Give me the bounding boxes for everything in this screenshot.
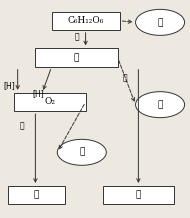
Text: C₆H₁₂O₆: C₆H₁₂O₆ (67, 16, 104, 25)
Text: [H]: [H] (3, 81, 15, 90)
Bar (52, 12, 120, 30)
Text: 酶: 酶 (20, 122, 25, 131)
Ellipse shape (135, 92, 185, 118)
Text: O₂: O₂ (44, 97, 55, 106)
Bar (103, 186, 174, 204)
Text: ⑤: ⑤ (157, 100, 163, 109)
Text: 酶: 酶 (123, 73, 127, 82)
Bar (14, 93, 86, 111)
Ellipse shape (135, 9, 185, 35)
Bar (35, 48, 118, 67)
Text: ②: ② (34, 191, 39, 200)
Ellipse shape (57, 139, 106, 165)
Bar (8, 186, 65, 204)
Text: [H]: [H] (32, 89, 44, 98)
Text: ⑥: ⑥ (79, 148, 85, 157)
Text: ③: ③ (136, 191, 141, 200)
Text: ①: ① (74, 53, 79, 62)
Text: 酶: 酶 (75, 32, 79, 42)
Text: ④: ④ (157, 18, 163, 27)
